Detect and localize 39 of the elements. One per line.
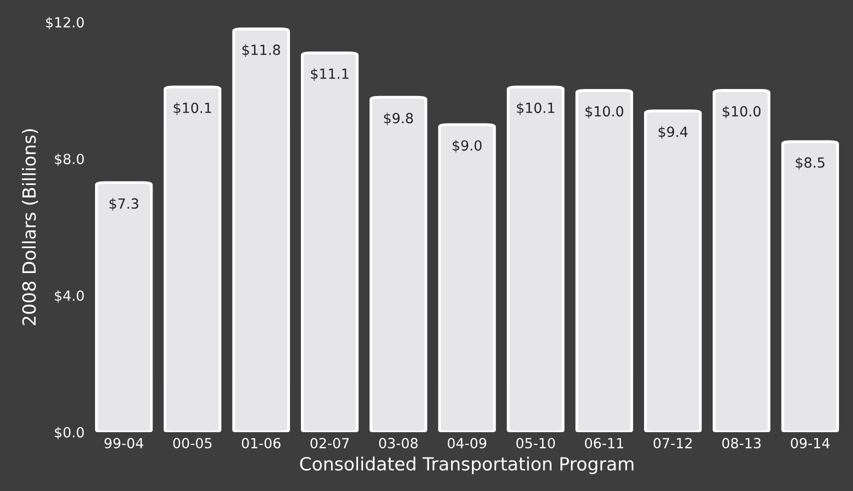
bar [95,181,153,432]
data-label: $10.1 [174,102,212,115]
data-label: $11.8 [242,44,280,57]
x-tick-label: 99-04 [104,438,144,448]
x-tick-label: 00-05 [173,438,212,448]
data-label: $7.3 [110,198,138,211]
x-tick-label: 02-07 [310,438,349,448]
data-label: $10.0 [722,106,760,118]
x-tick-label: 06-11 [585,438,624,448]
bar [506,86,564,432]
bar [232,28,290,432]
y-axis-title: 2008 Dollars (Billions) [22,129,38,326]
data-label: $10.0 [586,106,624,118]
bar [712,89,770,432]
y-tick-label: $4.0 [54,290,84,303]
bar [644,110,702,432]
x-tick-label: 03-08 [379,438,418,448]
x-tick-label: 09-14 [790,438,830,448]
x-tick-label: 08-13 [722,438,761,448]
data-label: $9.0 [452,140,482,153]
x-tick-label: 04-09 [448,438,486,448]
bar [300,51,359,432]
bar [164,86,222,432]
bar [370,96,428,432]
data-label: $9.4 [658,126,688,139]
data-label: $10.1 [516,102,554,115]
bar [575,89,634,432]
data-label: $9.8 [384,112,413,126]
bar [781,140,839,432]
x-tick-label: 07-12 [654,438,692,448]
y-tick-label: $0.0 [54,426,84,440]
data-label: $8.5 [796,157,824,170]
y-tick-label: $12.0 [46,16,84,30]
x-axis-title: Consolidated Transportation Program [300,456,634,474]
bar [438,123,496,432]
y-tick-label: $8.0 [54,153,84,166]
x-tick-label: 05-10 [516,438,555,448]
x-tick-label: 01-06 [242,438,280,448]
data-label: $11.1 [311,68,348,81]
